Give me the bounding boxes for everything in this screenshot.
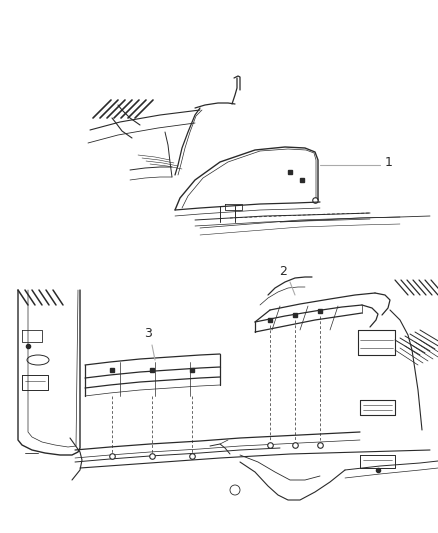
Text: 1: 1 xyxy=(385,156,393,168)
Text: 3: 3 xyxy=(144,327,152,340)
Text: 2: 2 xyxy=(279,265,287,278)
